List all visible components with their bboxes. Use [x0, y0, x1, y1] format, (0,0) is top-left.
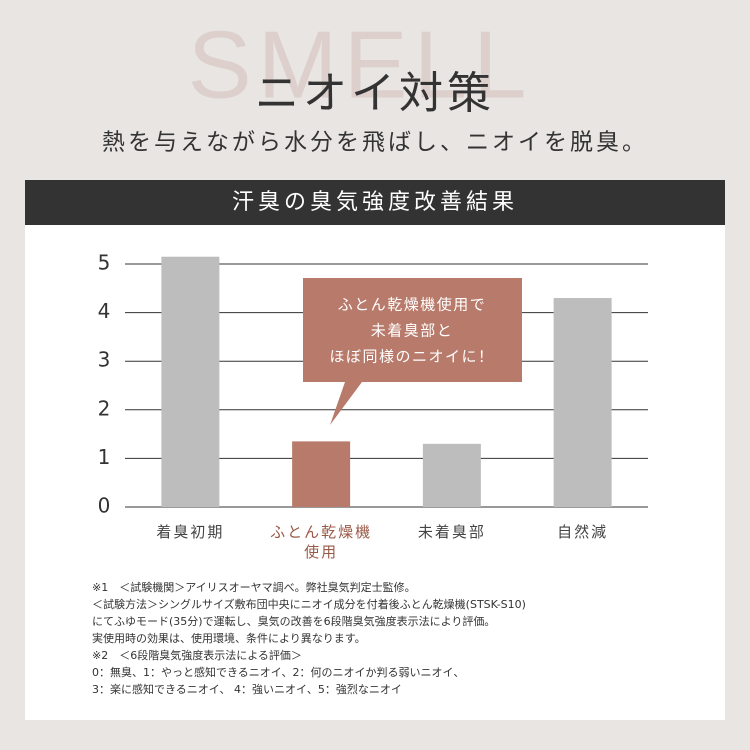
y-tick-label: 1	[98, 445, 111, 469]
chart-title: 汗臭の臭気強度改善結果	[232, 190, 518, 215]
subheading: 熱を与えながら水分を飛ばし、ニオイを脱臭。	[102, 130, 648, 156]
bar	[553, 298, 612, 507]
footnote: ※2 ＜6段階臭気強度表示法による評価＞	[92, 648, 302, 662]
x-tick-label: ふとん乾燥機使用	[270, 523, 372, 561]
x-tick-label: 着臭初期	[156, 523, 224, 541]
footnote: ＜試験方法＞シングルサイズ敷布団中央にニオイ成分を付着後ふとん乾燥機(STSK-…	[92, 597, 526, 611]
x-tick-label: 未着臭部	[418, 523, 486, 541]
background-text: SMELL	[188, 11, 533, 118]
chart: 0 1 2 3 4 5 着臭初期 ふとん乾燥機使用 未着臭部 自然減 ふとん乾燥機使用で未着臭部とほ…	[98, 251, 648, 561]
footnote: にてふゆモード(35分)で運転し、臭気の改善を6段階臭気強度表示法により評価。	[92, 614, 495, 628]
footnote: 0：無臭、1：やっと感知できるニオイ、2：何のニオイか判る弱いニオイ、	[92, 665, 464, 679]
callout-text: 未着臭部と	[371, 322, 454, 340]
callout	[303, 278, 522, 425]
bar	[161, 256, 220, 507]
footnote: 3：楽に感知できるニオイ、 4：強いニオイ、5：強烈なニオイ	[92, 682, 402, 696]
y-tick-label: 5	[98, 251, 111, 275]
footnotes: ※1 ＜試験機関＞アイリスオーヤマ調べ。弊社臭気判定士監修。 ＜試験方法＞シングル…	[92, 580, 526, 696]
footnote: 実使用時の効果は、使用環境、条件により異なります。	[92, 631, 366, 645]
y-tick-label: 3	[98, 348, 111, 372]
title-bar	[25, 180, 725, 225]
bar	[422, 443, 481, 507]
callout-text: ほぼ同様のニオイに！	[329, 348, 494, 366]
heading: ニオイ対策	[255, 68, 495, 119]
x-tick-label: 自然減	[557, 523, 608, 541]
y-tick-label: 0	[98, 494, 111, 518]
footnote: ※1 ＜試験機関＞アイリスオーヤマ調べ。弊社臭気判定士監修。	[92, 580, 416, 594]
callout-text: ふとん乾燥機使用で	[338, 296, 487, 314]
y-tick-label: 2	[98, 396, 111, 420]
y-tick-label: 4	[98, 299, 111, 323]
bar	[292, 441, 351, 507]
